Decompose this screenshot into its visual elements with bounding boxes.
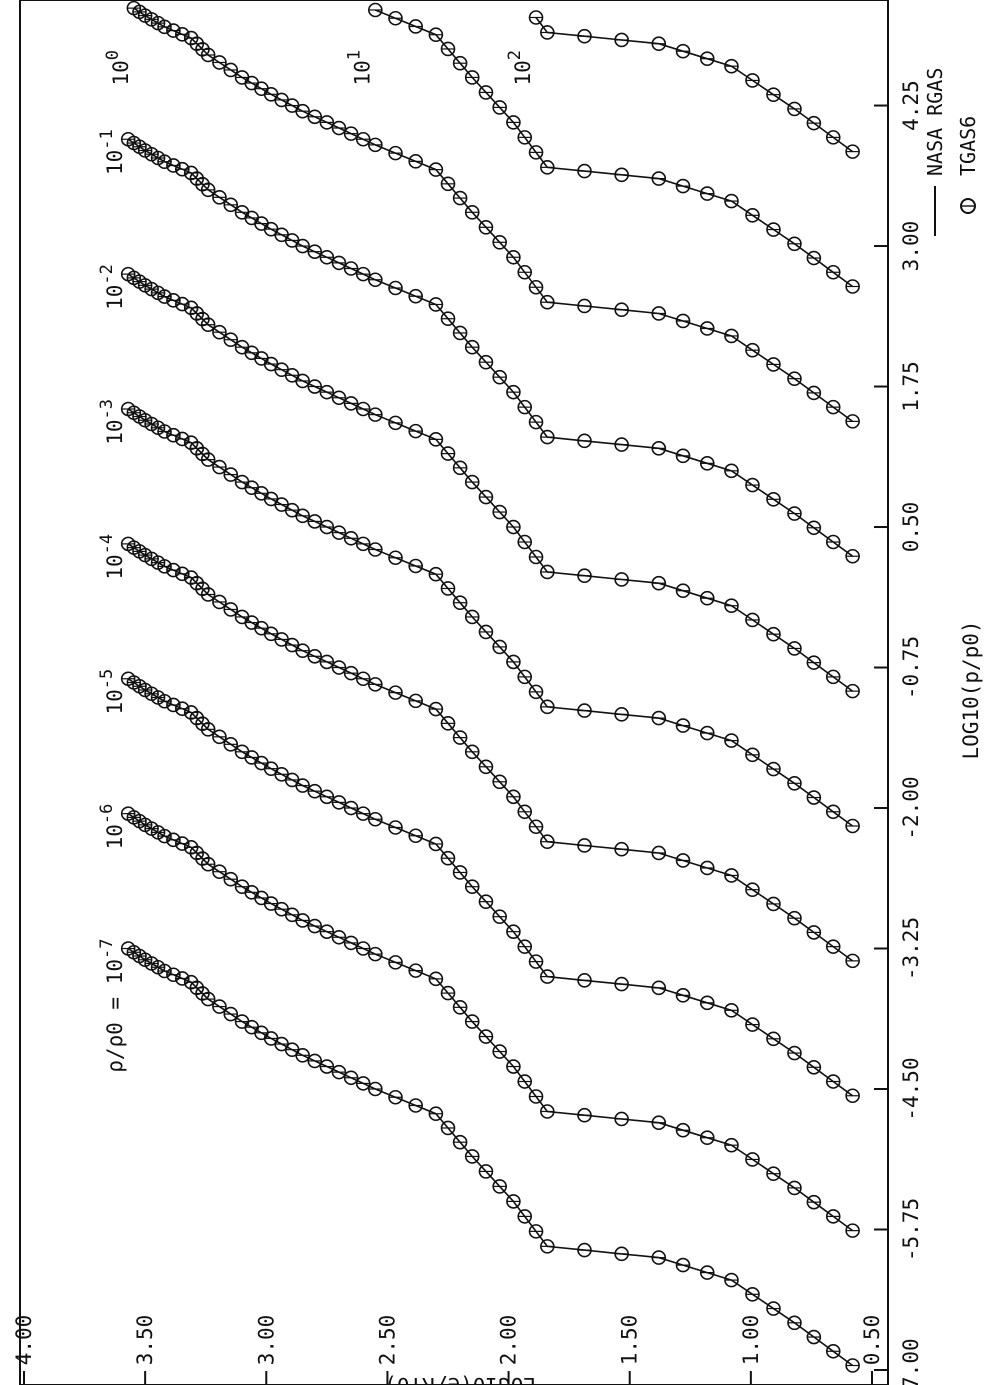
series-line bbox=[535, 17, 854, 153]
curve-label: 10-1 bbox=[97, 129, 127, 175]
x-tick-label: -4.50 bbox=[899, 1057, 923, 1120]
curve-label-prefix: ρ/ρ0 = bbox=[103, 984, 127, 1073]
y-tick-label: 1.50 bbox=[618, 1315, 642, 1366]
curve-label-exponent: 2 bbox=[505, 50, 525, 60]
x-tick-label: -0.75 bbox=[899, 636, 923, 699]
curve-label-exponent: 0 bbox=[103, 50, 123, 60]
y-tick-label: 4.00 bbox=[12, 1315, 36, 1366]
y-tick-label: 2.50 bbox=[375, 1315, 399, 1366]
x-tick-label: 1.75 bbox=[899, 361, 923, 412]
series-10-exp-7: ρ/ρ0 = 10-7 bbox=[97, 939, 860, 1373]
x-tick-label: 0.50 bbox=[899, 502, 923, 553]
legend-label: NASA RGAS bbox=[923, 68, 947, 176]
curve-label: 10-6 bbox=[97, 804, 127, 850]
axis-titles: LOG10(p/p0) LOG10(e/RT0) bbox=[384, 620, 983, 1385]
curve-label-base: 10 bbox=[350, 60, 374, 85]
curve-label: ρ/ρ0 = 10-7 bbox=[97, 939, 127, 1073]
x-tick-label: -2.00 bbox=[899, 776, 923, 839]
y-tick-label: 3.50 bbox=[133, 1315, 157, 1366]
curve-label-exponent: -1 bbox=[97, 129, 117, 149]
series-10-exp-4: 10-4 bbox=[97, 534, 860, 969]
x-tick-label: -3.25 bbox=[899, 917, 923, 980]
series-line bbox=[374, 9, 854, 288]
series-10-exp0: 100 bbox=[103, 0, 860, 429]
curve-label-exponent: -7 bbox=[97, 939, 117, 959]
series-10-exp-5: 10-5 bbox=[97, 669, 860, 1104]
series-line bbox=[133, 7, 854, 423]
curve-label-base: 10 bbox=[103, 419, 127, 444]
legend: NASA RGAS TGAS6 bbox=[923, 68, 980, 236]
x-tick-label: 3.00 bbox=[899, 221, 923, 272]
x-axis-title: LOG10(p/p0) bbox=[959, 620, 983, 759]
y-tick-label: 1.00 bbox=[739, 1315, 763, 1366]
curve-label-exponent: -2 bbox=[97, 264, 117, 284]
curve-label-exponent: 1 bbox=[344, 50, 364, 60]
series-10-exp-3: 10-3 bbox=[97, 399, 860, 834]
curve-label-base: 10 bbox=[511, 60, 535, 85]
curve-label-base: 10 bbox=[103, 285, 127, 310]
x-tick-label: -5.75 bbox=[899, 1198, 923, 1261]
curve-label: 10-4 bbox=[97, 534, 127, 580]
y-axis-title: LOG10(e/RT0) bbox=[384, 1373, 536, 1385]
x-tick-label: 4.25 bbox=[899, 80, 923, 131]
curve-label: 10-3 bbox=[97, 399, 127, 445]
series-10-exp-2: 10-2 bbox=[97, 264, 860, 699]
series-10-exp-6: 10-6 bbox=[97, 804, 860, 1238]
curve-label: 100 bbox=[103, 50, 133, 86]
curve-label-base: 10 bbox=[109, 60, 133, 85]
curve-label-base: 10 bbox=[103, 150, 127, 175]
curve-label-exponent: -5 bbox=[97, 669, 117, 689]
series-10-exp-1: 10-1 bbox=[97, 129, 860, 564]
curve-label-exponent: -6 bbox=[97, 804, 117, 824]
x-axis-ticks: -7.00 -5.75 -4.50 -3.25 -2.00 -0.75 0.50 1.75 3.… bbox=[874, 80, 923, 1385]
plot-frame bbox=[19, 0, 889, 1385]
series-curves: ρ/ρ0 = 10-710-610-510-410-310-210-110010… bbox=[97, 0, 860, 1373]
curve-label-exponent: -3 bbox=[97, 399, 117, 419]
x-tick-label: -7.00 bbox=[899, 1338, 923, 1385]
series-10-exp1: 101 bbox=[344, 2, 860, 294]
y-axis-ticks: 0.50 1.00 1.50 2.00 2.50 3.00 3.50 4.00 bbox=[12, 1315, 884, 1385]
y-tick-label: 0.50 bbox=[860, 1315, 884, 1366]
curve-label-exponent: -4 bbox=[97, 534, 117, 554]
curve-label: 10-5 bbox=[97, 669, 127, 715]
curve-label-base: 10 bbox=[103, 824, 127, 849]
y-tick-label: 2.00 bbox=[497, 1315, 521, 1366]
series-10-exp2: 102 bbox=[505, 10, 860, 159]
curve-label: 101 bbox=[344, 50, 374, 86]
curve-label-base: 10 bbox=[103, 689, 127, 714]
legend-label: TGAS6 bbox=[956, 116, 980, 176]
curve-label: 102 bbox=[505, 50, 535, 86]
curve-label: 10-2 bbox=[97, 264, 127, 310]
y-tick-label: 3.00 bbox=[254, 1315, 278, 1366]
curve-label-base: 10 bbox=[103, 554, 127, 579]
curve-label-base: 10 bbox=[103, 959, 127, 984]
